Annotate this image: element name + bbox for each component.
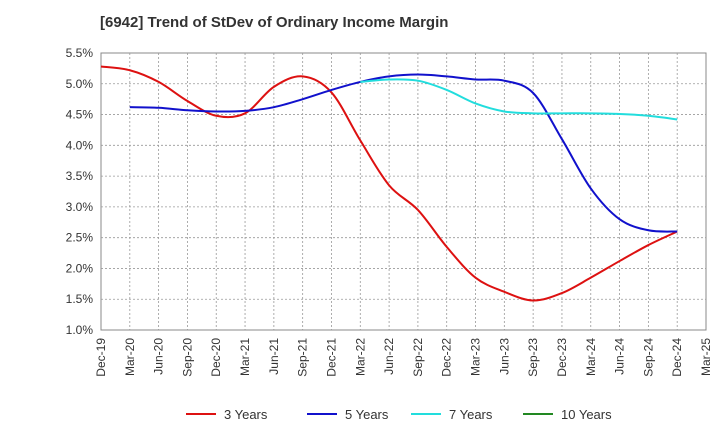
y-tick-label: 5.5% — [66, 46, 94, 60]
x-tick-label: Jun-23 — [497, 338, 511, 375]
x-tick-label: Sep-23 — [526, 338, 540, 377]
x-tick-label: Mar-21 — [238, 338, 252, 376]
x-tick-label: Mar-24 — [584, 338, 598, 376]
series-line-7-years — [360, 78, 678, 121]
x-tick-label: Sep-24 — [641, 338, 655, 377]
x-tick-label: Dec-21 — [324, 338, 338, 377]
x-tick-label: Dec-20 — [209, 338, 223, 377]
x-tick-label: Sep-21 — [296, 338, 310, 377]
y-tick-label: 1.5% — [66, 292, 94, 306]
x-tick-label: Sep-22 — [411, 338, 425, 377]
x-tick-label: Jun-24 — [613, 338, 627, 375]
legend-label-5-years: 5 Years — [345, 407, 389, 422]
x-tick-label: Sep-20 — [180, 338, 194, 377]
legend-label-10-years: 10 Years — [561, 407, 612, 422]
y-tick-label: 3.0% — [66, 200, 94, 214]
x-tick-label: Mar-20 — [123, 338, 137, 376]
y-tick-label: 3.5% — [66, 169, 94, 183]
series-line-5-years — [129, 73, 678, 233]
y-tick-label: 4.0% — [66, 138, 94, 152]
series-line-3-years — [100, 65, 678, 302]
y-tick-label: 1.0% — [66, 323, 94, 337]
x-tick-label: Mar-25 — [699, 338, 713, 376]
x-tick-label: Dec-24 — [670, 338, 684, 377]
y-tick-label: 4.5% — [66, 108, 94, 122]
x-tick-label: Jun-22 — [382, 338, 396, 375]
chart-title: [6942] Trend of StDev of Ordinary Income… — [100, 14, 449, 31]
y-tick-label: 2.5% — [66, 231, 94, 245]
legend-label-3-years: 3 Years — [224, 407, 268, 422]
y-tick-label: 2.0% — [66, 261, 94, 275]
x-tick-label: Dec-19 — [94, 338, 108, 377]
x-tick-label: Mar-22 — [353, 338, 367, 376]
x-tick-label: Dec-23 — [555, 338, 569, 377]
y-tick-label: 5.0% — [66, 77, 94, 91]
x-tick-label: Mar-23 — [469, 338, 483, 376]
plot-area — [100, 52, 707, 331]
x-tick-label: Jun-21 — [267, 338, 281, 375]
legend-label-7-years: 7 Years — [449, 407, 493, 422]
x-tick-label: Dec-22 — [440, 338, 454, 377]
x-tick-label: Jun-20 — [152, 338, 166, 375]
